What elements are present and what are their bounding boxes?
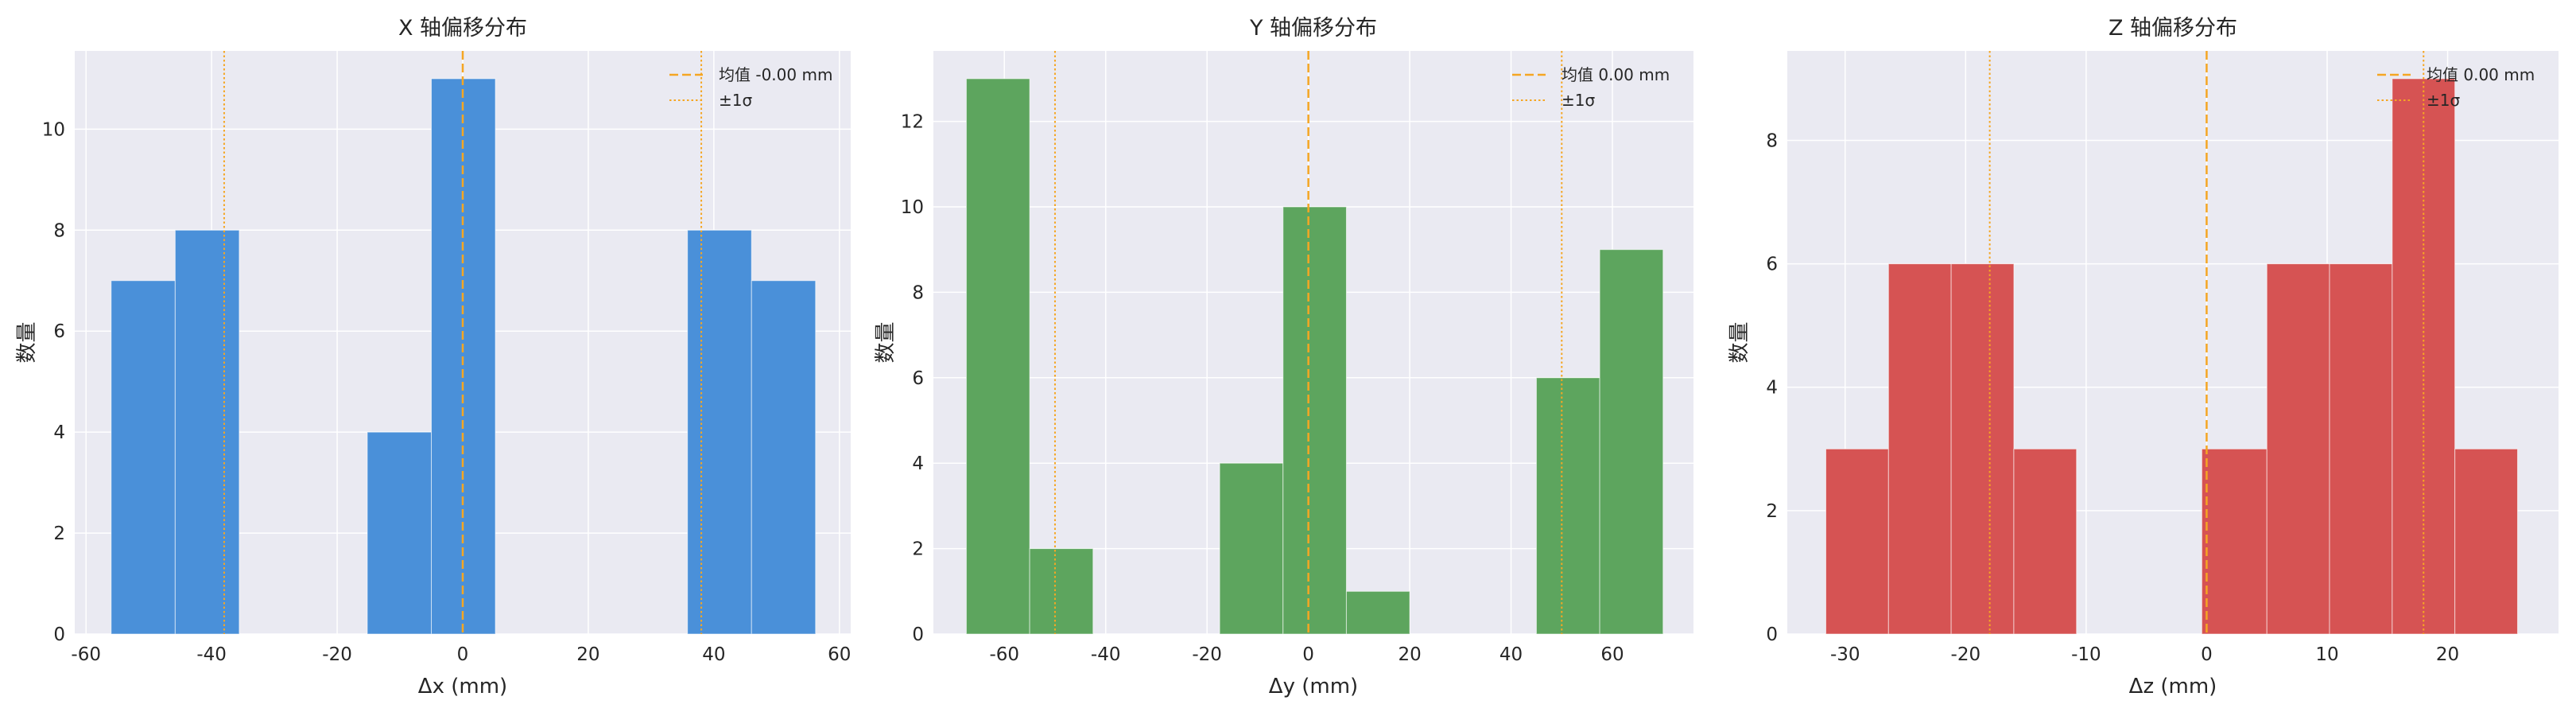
y-tick-label: 6 (912, 368, 924, 389)
histogram-bar (2201, 448, 2268, 635)
y-tick-label: 2 (1766, 501, 1778, 522)
histogram-bar (1219, 462, 1284, 635)
legend-sigma-label: ±1σ (719, 91, 752, 110)
histogram-bar (687, 229, 752, 635)
x-tick-label: 20 (2436, 644, 2459, 665)
histogram-bar (965, 78, 1030, 635)
x-tick-label: -60 (989, 644, 1019, 665)
x-tick-label: 40 (702, 644, 725, 665)
histogram-bar (1887, 263, 1952, 635)
legend: 均值 0.00 mm ±1σ (2377, 65, 2535, 110)
y-tick-label: 0 (53, 625, 65, 645)
x-tick-label: -20 (322, 644, 352, 665)
x-tick-label: 0 (457, 644, 469, 665)
histogram-bar (111, 280, 176, 635)
y-tick-label: 4 (1766, 378, 1778, 399)
chart-panel-3: -30 -20 -10 0 10 20 0 2 4 6 8 Z 轴偏移分布 Δz (mm) 数量 均值 0.… (1728, 16, 2559, 698)
histogram-bar (1029, 548, 1094, 635)
x-tick-label: -40 (196, 644, 227, 665)
x-tick-label: -10 (2071, 644, 2101, 665)
chart-panel-1: -60 -40 -20 0 20 40 60 0 2 4 6 8 10 X 轴偏移分布 Δx (mm) 数量 均… (15, 16, 851, 698)
y-axis-label: 数量 (15, 321, 39, 363)
x-tick-label: 10 (2315, 644, 2338, 665)
y-tick-label: 10 (901, 197, 924, 218)
y-axis-label: 数量 (874, 321, 898, 363)
chart-panel-2: -60 -40 -20 0 20 40 60 0 2 4 6 8 10 12 Y 轴偏移分布 Δy (mm) 数… (874, 16, 1693, 698)
chart-title: Z 轴偏移分布 (2109, 16, 2237, 41)
y-tick-label: 6 (53, 321, 65, 342)
y-tick-label: 2 (912, 539, 924, 560)
y-tick-label: 0 (912, 625, 924, 645)
y-tick-label: 8 (53, 220, 65, 241)
x-tick-label: -30 (1830, 644, 1860, 665)
x-tick-label: -20 (1951, 644, 1981, 665)
x-tick-label: 60 (828, 644, 851, 665)
y-tick-label: 8 (912, 282, 924, 303)
x-axis-label: Δx (mm) (418, 675, 507, 698)
histogram-bar (2329, 263, 2393, 635)
y-tick-label: 4 (53, 422, 65, 443)
legend-sigma-label: ±1σ (1562, 91, 1595, 110)
x-tick-label: 20 (576, 644, 599, 665)
y-tick-label: 10 (42, 119, 65, 140)
legend: 均值 -0.00 mm ±1σ (669, 65, 832, 110)
histogram-bar (751, 280, 817, 635)
x-axis-label: Δz (mm) (2129, 675, 2217, 698)
x-tick-label: -40 (1091, 644, 1121, 665)
histogram-bar (367, 431, 433, 635)
chart-title: Y 轴偏移分布 (1249, 16, 1377, 41)
legend-sigma-label: ±1σ (2427, 91, 2460, 110)
legend-mean-label: 均值 0.00 mm (2427, 65, 2535, 84)
chart-title: X 轴偏移分布 (398, 16, 527, 41)
histogram-bar (2013, 448, 2077, 635)
histogram-bar (1825, 448, 1889, 635)
x-tick-label: 40 (1499, 644, 1523, 665)
x-tick-label: -20 (1192, 644, 1222, 665)
x-tick-label: -60 (71, 644, 101, 665)
y-tick-label: 12 (901, 112, 924, 133)
histogram-bar (1282, 206, 1347, 635)
histogram-bar (1599, 249, 1664, 635)
histogram-bar (1950, 263, 2015, 635)
y-axis-label: 数量 (1728, 321, 1752, 363)
histogram-bar (1345, 590, 1410, 635)
x-tick-label: 20 (1398, 644, 1421, 665)
legend-mean-label: 均值 0.00 mm (1562, 65, 1670, 84)
x-tick-label: 0 (1302, 644, 1314, 665)
y-tick-label: 8 (1766, 130, 1778, 151)
y-tick-label: 0 (1766, 625, 1778, 645)
y-tick-label: 2 (53, 523, 65, 544)
x-tick-label: 0 (2201, 644, 2213, 665)
y-tick-label: 4 (912, 453, 924, 474)
histogram-bar (2266, 263, 2330, 635)
histogram-bar (2454, 448, 2518, 635)
y-tick-label: 6 (1766, 255, 1778, 275)
histogram-bar (1535, 377, 1600, 635)
legend: 均值 0.00 mm ±1σ (1512, 65, 1670, 110)
x-tick-label: 60 (1600, 644, 1624, 665)
histogram-bar (174, 229, 240, 635)
legend-mean-label: 均值 -0.00 mm (719, 65, 832, 84)
x-axis-label: Δy (mm) (1269, 675, 1358, 698)
